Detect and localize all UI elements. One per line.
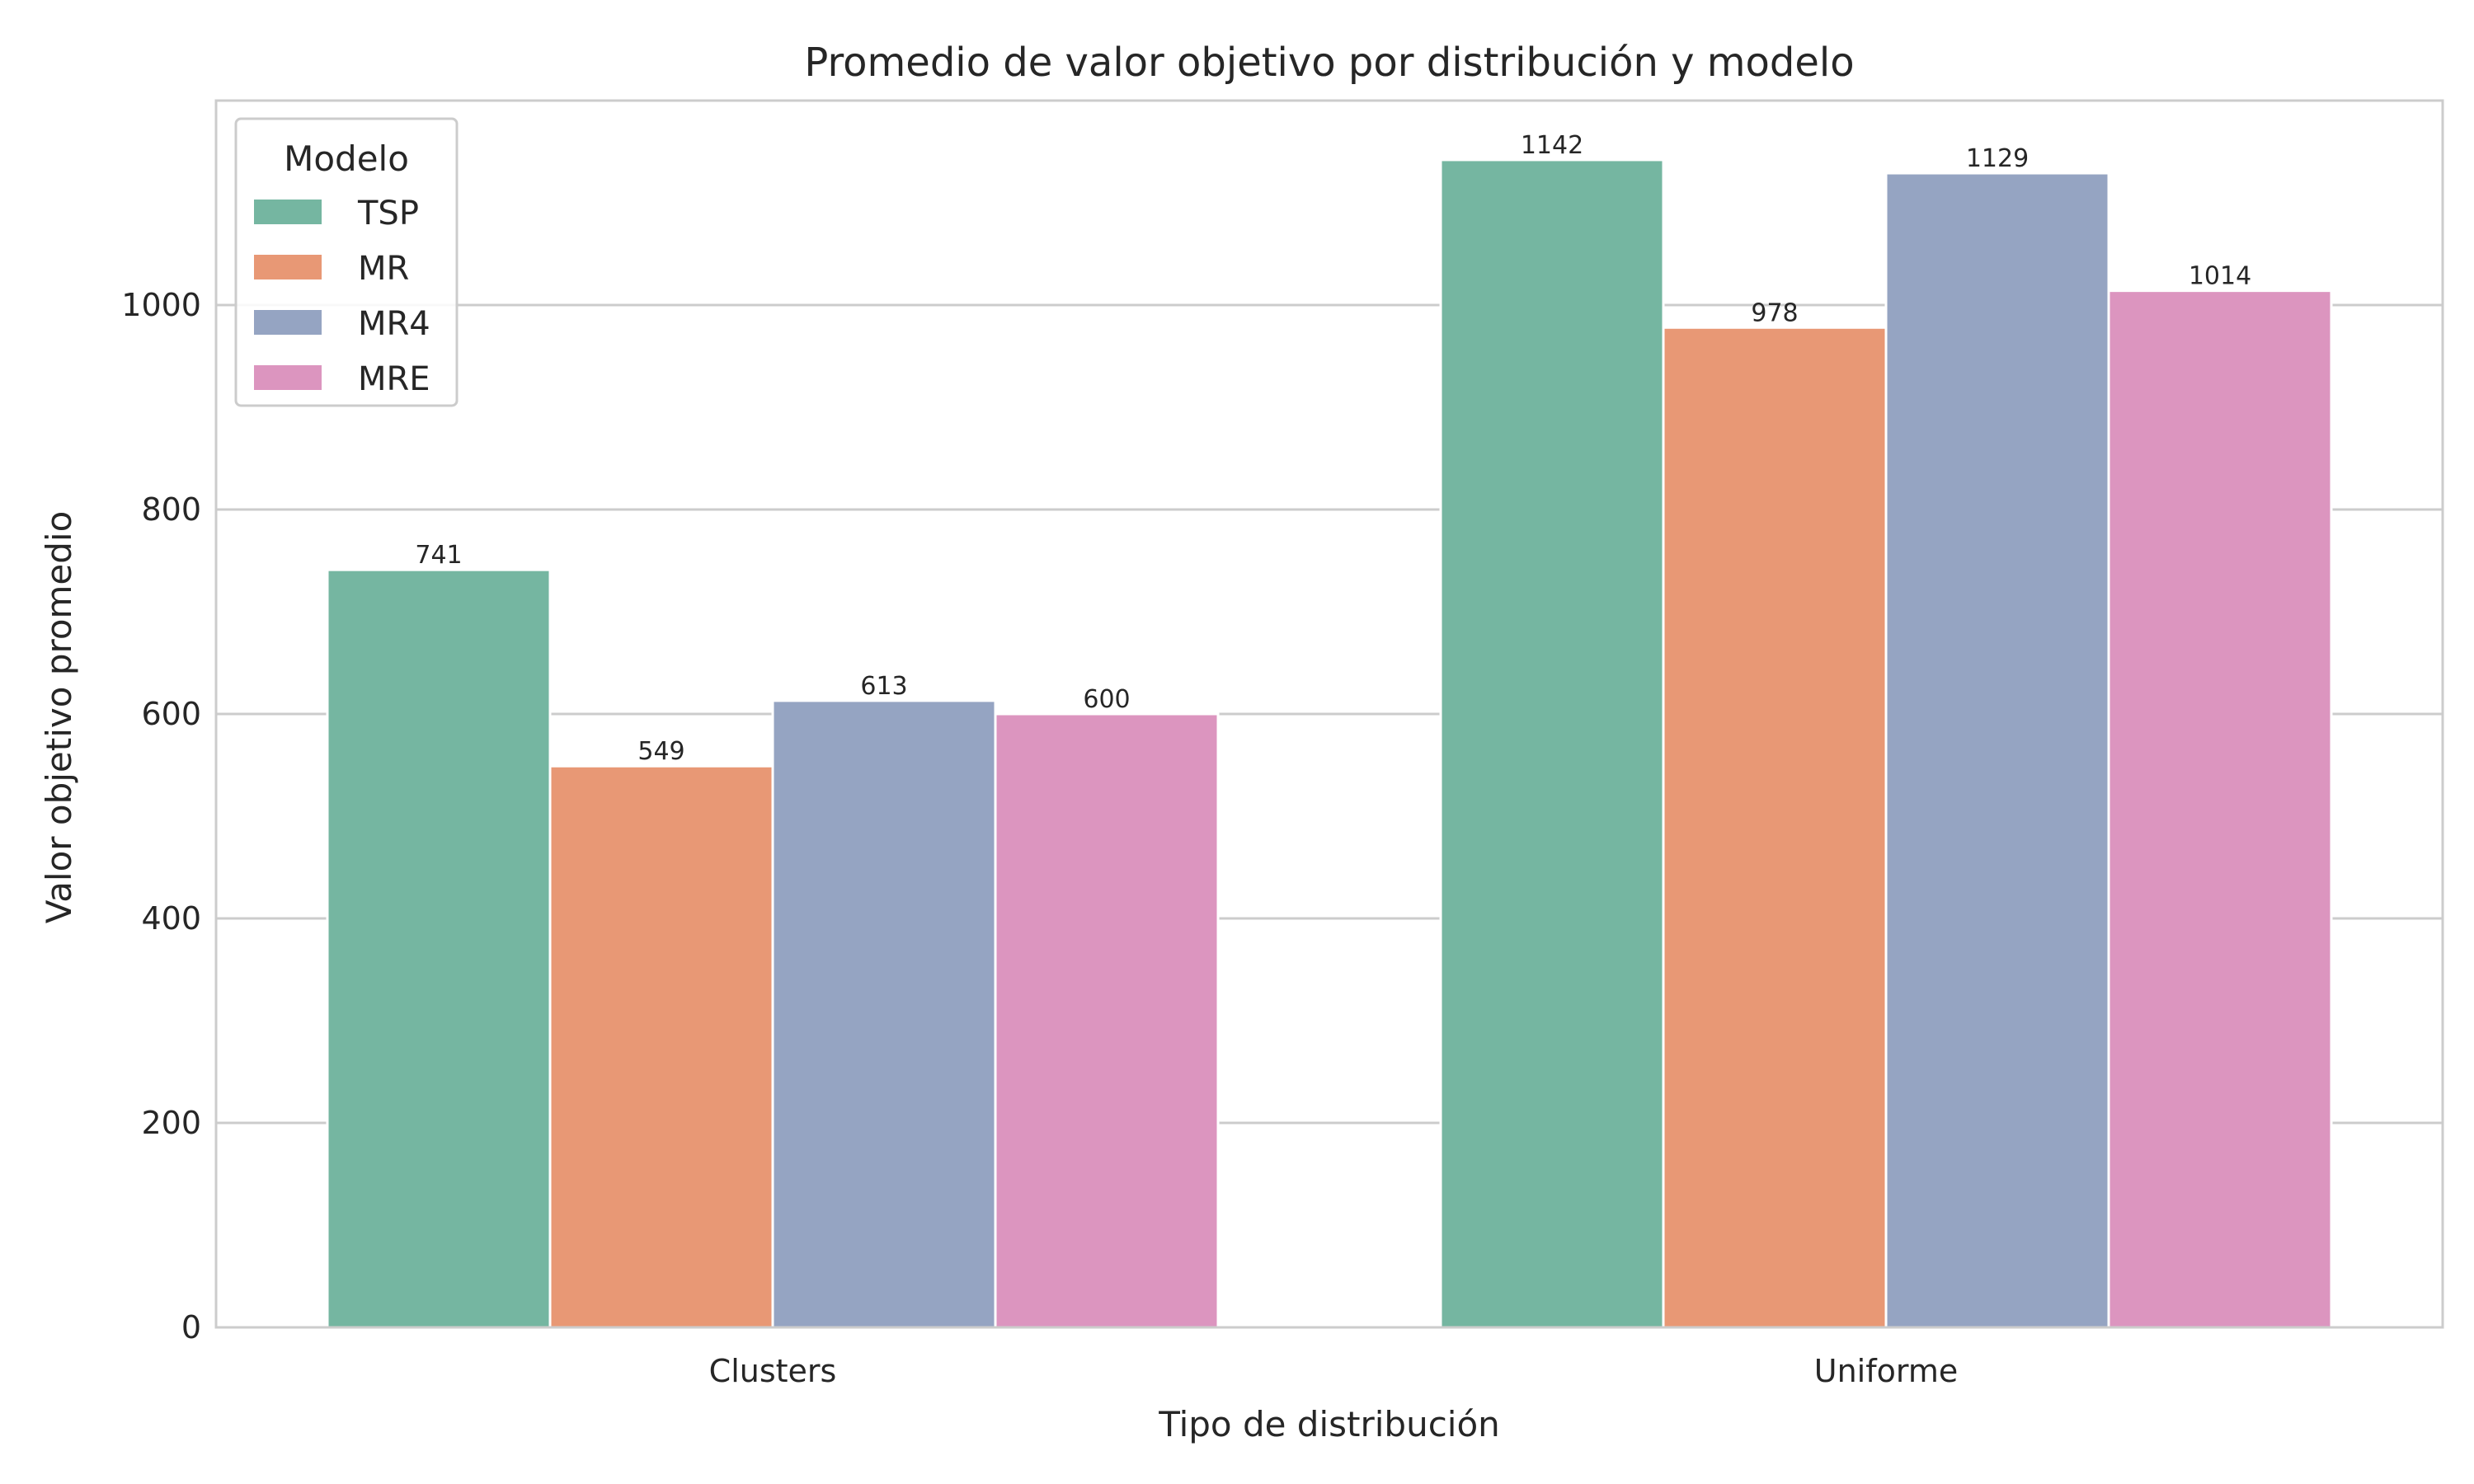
bar-mr4-clusters (771, 699, 997, 1329)
legend-label-mr: MR (358, 250, 409, 288)
legend-label-mre: MRE (358, 360, 430, 398)
data-label: 978 (1751, 298, 1798, 327)
y-tick-labels: 0 200 400 600 800 1000 (121, 287, 201, 1345)
bar-mr-clusters (548, 764, 774, 1329)
y-axis-label: Valor objetivo promedio (39, 511, 79, 924)
y-tick-label: 200 (141, 1105, 201, 1141)
bar-mr-uniforme (1662, 326, 1888, 1329)
data-label: 1142 (1521, 131, 1583, 160)
legend-swatch-tsp (254, 200, 322, 224)
bar-mre-uniforme (2107, 289, 2333, 1329)
bar-tsp-clusters (326, 568, 552, 1329)
data-label: 600 (1083, 685, 1130, 714)
data-label: 613 (860, 672, 907, 701)
x-tick-label: Uniforme (1814, 1353, 1958, 1389)
data-label: 549 (637, 737, 684, 766)
legend-label-tsp: TSP (357, 195, 419, 232)
bar-mre-clusters (994, 712, 1220, 1329)
data-label: 1014 (2189, 262, 2251, 291)
y-tick-label: 400 (141, 900, 201, 937)
bar-mr4-uniforme (1884, 171, 2110, 1329)
x-axis-label: Tipo de distribución (1158, 1404, 1500, 1444)
bars (326, 158, 2333, 1329)
y-tick-label: 0 (181, 1309, 201, 1345)
legend-swatch-mre (254, 365, 322, 390)
x-tick-label: Clusters (709, 1353, 837, 1389)
chart-title: Promedio de valor objetivo por distribuc… (804, 40, 1854, 86)
legend-swatch-mr (254, 255, 322, 279)
plot-frame (214, 99, 2444, 1329)
y-tick-label: 1000 (121, 287, 201, 323)
y-tick-label: 800 (141, 491, 201, 528)
data-label: 741 (415, 541, 462, 570)
legend-label-mr4: MR4 (358, 305, 430, 343)
bar-tsp-uniforme (1439, 158, 1665, 1329)
x-tick-labels: Clusters Uniforme (709, 1353, 1959, 1389)
y-tick-label: 600 (141, 696, 201, 732)
legend-title: Modelo (284, 139, 409, 179)
legend-swatch-mr4 (254, 310, 322, 335)
data-labels: 741 549 613 600 1142 978 1129 1014 (415, 131, 2251, 766)
legend: Modelo TSP MR MR4 MRE (234, 117, 459, 407)
legend-items: TSP MR MR4 MRE (254, 195, 430, 398)
data-label: 1129 (1966, 144, 2029, 173)
